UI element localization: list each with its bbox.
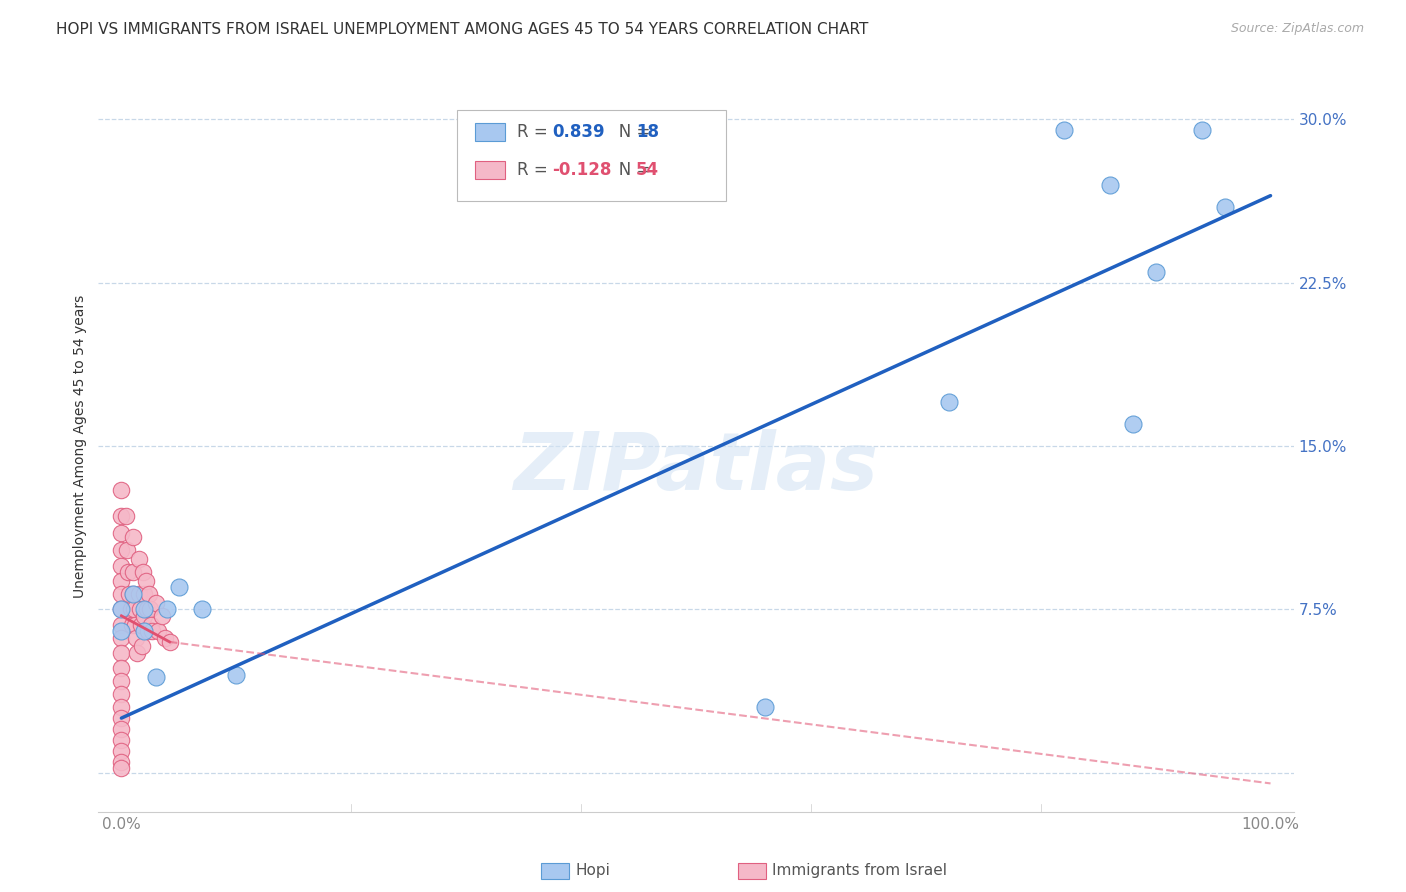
Point [122,587,145,601]
Point [131,640,153,654]
Point [145,596,167,610]
Text: R =: R = [517,161,553,179]
Point [128,587,150,601]
Point [110,646,132,660]
Point [134,608,156,623]
Point [167,581,190,595]
Point [120,602,142,616]
Point [754,700,776,714]
Point [1213,200,1236,214]
Text: HOPI VS IMMIGRANTS FROM ISRAEL UNEMPLOYMENT AMONG AGES 45 TO 54 YEARS CORRELATIO: HOPI VS IMMIGRANTS FROM ISRAEL UNEMPLOYM… [56,22,869,37]
Point [141,617,163,632]
Point [150,608,173,623]
Text: 54: 54 [636,161,659,179]
Point [139,602,162,616]
Point [110,574,132,588]
Text: 18: 18 [636,123,659,141]
Point [1122,417,1144,432]
Point [118,587,141,601]
Point [110,687,132,701]
Point [122,587,145,601]
Text: R =: R = [517,123,553,141]
FancyBboxPatch shape [475,161,505,179]
Point [110,543,132,558]
Point [135,574,157,588]
Point [110,558,132,573]
Point [136,624,159,638]
Point [121,617,143,632]
Point [138,587,160,601]
Point [145,670,167,684]
Point [115,508,138,523]
Text: Immigrants from Israel: Immigrants from Israel [772,863,946,878]
Point [125,631,148,645]
Y-axis label: Unemployment Among Ages 45 to 54 years: Unemployment Among Ages 45 to 54 years [73,294,87,598]
Point [110,732,132,747]
Text: 0.839: 0.839 [553,123,605,141]
Point [128,602,150,616]
Text: Source: ZipAtlas.com: Source: ZipAtlas.com [1230,22,1364,36]
Point [159,635,181,649]
Point [110,744,132,758]
Point [148,624,170,638]
FancyBboxPatch shape [457,110,725,201]
Point [132,566,155,580]
Point [141,624,163,638]
Point [134,624,156,638]
FancyBboxPatch shape [475,123,505,141]
Point [110,624,132,638]
Point [129,617,152,632]
Point [110,602,132,616]
Point [191,602,214,616]
Point [110,617,132,632]
Point [110,526,132,541]
Point [110,700,132,714]
Text: Hopi: Hopi [575,863,610,878]
Point [938,395,960,409]
Point [122,566,145,580]
Point [1191,123,1213,137]
Point [117,566,139,580]
Point [110,661,132,675]
Point [1098,178,1121,192]
Text: N =: N = [603,161,655,179]
Text: ZIPatlas: ZIPatlas [513,429,879,507]
Point [153,631,176,645]
Point [225,667,247,681]
Point [1053,123,1076,137]
Point [134,602,156,616]
Point [134,587,156,601]
Point [127,646,149,660]
Point [110,602,132,616]
Point [115,543,138,558]
Point [124,617,146,632]
Point [122,602,145,616]
Point [128,552,150,566]
Point [122,530,145,544]
Point [110,587,132,601]
Text: N =: N = [603,123,655,141]
Point [110,674,132,689]
Point [110,761,132,775]
Point [156,602,179,616]
Point [110,631,132,645]
Point [110,483,132,497]
Point [1144,265,1167,279]
Text: -0.128: -0.128 [553,161,612,179]
Point [110,508,132,523]
Point [110,755,132,769]
Point [110,711,132,725]
Point [135,602,157,616]
Point [110,722,132,736]
